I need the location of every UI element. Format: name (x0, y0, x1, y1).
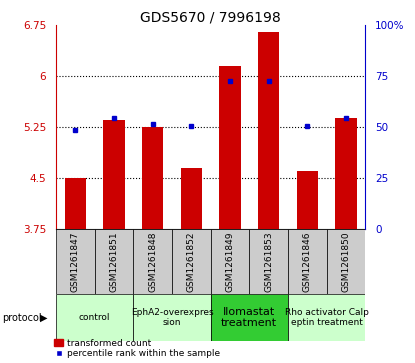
Bar (56, 294, 133, 341)
Legend: transformed count, percentile rank within the sample: transformed count, percentile rank withi… (54, 339, 220, 359)
Bar (65, 178, 86, 229)
Bar (210, 294, 288, 341)
Text: GSM1261851: GSM1261851 (110, 231, 119, 292)
Text: GSM1261850: GSM1261850 (342, 231, 350, 292)
Text: EphA2-overexpres
sion: EphA2-overexpres sion (131, 308, 213, 327)
Bar (335, 118, 356, 229)
Text: Rho activator Calp
eptin treatment: Rho activator Calp eptin treatment (285, 308, 369, 327)
Text: Ilomastat
treatment: Ilomastat treatment (221, 307, 277, 329)
Text: GSM1261852: GSM1261852 (187, 231, 196, 291)
Bar (258, 32, 279, 229)
Bar (210, 229, 249, 294)
Bar (288, 294, 365, 341)
Bar (133, 294, 210, 341)
Bar (219, 66, 241, 229)
Text: GSM1261846: GSM1261846 (303, 231, 312, 291)
Bar (181, 168, 202, 229)
Bar (142, 127, 163, 229)
Text: GSM1261847: GSM1261847 (71, 231, 80, 291)
Bar (103, 120, 124, 229)
Bar (95, 229, 133, 294)
Text: ▶: ▶ (40, 313, 48, 323)
Bar (172, 229, 210, 294)
Title: GDS5670 / 7996198: GDS5670 / 7996198 (140, 10, 281, 24)
Bar (56, 229, 95, 294)
Bar (133, 229, 172, 294)
Bar (288, 229, 327, 294)
Bar (249, 229, 288, 294)
Text: control: control (79, 313, 110, 322)
Text: protocol: protocol (2, 313, 42, 323)
Bar (327, 229, 365, 294)
Text: GSM1261853: GSM1261853 (264, 231, 273, 292)
Bar (297, 171, 318, 229)
Text: GSM1261848: GSM1261848 (148, 231, 157, 291)
Text: GSM1261849: GSM1261849 (225, 231, 234, 291)
